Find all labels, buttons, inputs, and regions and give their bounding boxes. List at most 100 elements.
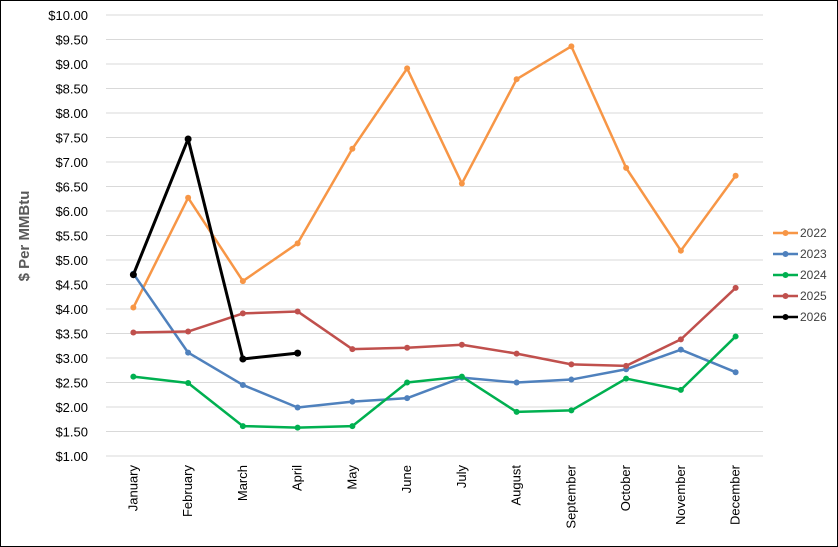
legend-entry: 2023: [773, 247, 827, 261]
legend-marker: [782, 230, 789, 236]
series-2025: [130, 284, 739, 369]
data-point: [513, 350, 520, 357]
x-tick-label: December: [728, 464, 743, 525]
data-point: [184, 135, 192, 143]
series-line: [132, 45, 737, 309]
y-tick-label: $9.00: [55, 57, 88, 72]
x-tick-label: July: [454, 465, 469, 489]
legend-entry: 2025: [773, 289, 827, 303]
series-2023: [130, 270, 739, 411]
y-tick-label: $2.50: [55, 376, 88, 391]
gridlines: [106, 14, 763, 457]
data-point: [185, 349, 192, 356]
data-point: [239, 423, 246, 430]
data-point: [677, 247, 684, 254]
y-tick-label: $7.50: [55, 131, 88, 146]
legend-marker: [782, 293, 789, 299]
y-tick-label: $2.00: [55, 400, 88, 415]
x-tick-label: June: [399, 465, 414, 493]
data-point: [294, 404, 301, 411]
data-point: [568, 407, 575, 414]
data-point: [404, 379, 411, 386]
data-point: [129, 271, 137, 279]
data-point: [623, 375, 630, 382]
y-tick-label: $3.50: [55, 327, 88, 342]
y-tick-label: $9.50: [55, 33, 88, 48]
legend-entry: 2022: [773, 226, 827, 240]
y-axis-title: $ Per MMBtu: [16, 191, 33, 282]
data-point: [404, 395, 411, 402]
data-point: [404, 65, 411, 72]
legend-label: 2024: [800, 268, 827, 282]
legend-marker: [782, 272, 789, 278]
y-tick-label: $5.50: [55, 229, 88, 244]
data-point: [239, 381, 246, 388]
legend-label: 2025: [800, 289, 827, 303]
data-point: [732, 333, 739, 340]
series-line: [132, 273, 737, 409]
data-point: [677, 346, 684, 353]
data-point: [239, 310, 246, 317]
data-point: [458, 341, 465, 348]
data-point: [458, 180, 465, 187]
series-2022: [130, 43, 739, 311]
data-point: [185, 194, 192, 201]
x-tick-label: October: [618, 464, 633, 511]
series-line: [131, 137, 298, 361]
data-point: [349, 145, 356, 152]
y-tick-label: $5.00: [55, 253, 88, 268]
data-point: [513, 408, 520, 415]
data-point: [349, 398, 356, 405]
x-tick-label: November: [673, 464, 688, 525]
y-axis-ticks: $1.00 $1.50 $2.00 $2.50 $3.00 $3.50 $4.00 $4.50…: [48, 8, 88, 464]
y-tick-label: $6.50: [55, 180, 88, 195]
data-point: [623, 164, 630, 171]
data-point: [185, 379, 192, 386]
data-point: [623, 362, 630, 369]
legend-label: 2022: [800, 226, 827, 240]
y-tick-label: $1.00: [55, 449, 88, 464]
x-tick-label: February: [180, 465, 195, 518]
data-point: [677, 336, 684, 343]
data-point: [568, 376, 575, 383]
y-tick-label: $10.00: [48, 8, 88, 23]
series-line: [133, 287, 737, 368]
data-point: [294, 240, 301, 247]
legend-marker: [782, 314, 789, 320]
data-point: [513, 76, 520, 83]
data-point: [677, 386, 684, 393]
data-point: [404, 344, 411, 351]
data-point: [568, 361, 575, 368]
legend-label: 2026: [800, 310, 827, 324]
data-point: [294, 308, 301, 315]
legend: 2022 2023 2024 2025 2026: [773, 226, 827, 324]
x-tick-label: April: [290, 465, 305, 491]
x-tick-label: January: [125, 465, 140, 512]
data-point: [130, 373, 137, 380]
y-tick-label: $4.50: [55, 278, 88, 293]
y-tick-label: $8.50: [55, 82, 88, 97]
data-point: [130, 304, 137, 311]
data-point: [732, 369, 739, 376]
data-point: [513, 379, 520, 386]
data-point: [349, 346, 356, 353]
series-lines: [129, 43, 739, 431]
legend-marker: [782, 251, 789, 257]
y-tick-label: $7.00: [55, 155, 88, 170]
series-2024: [130, 333, 739, 431]
data-point: [294, 424, 301, 431]
data-point: [732, 284, 739, 291]
data-point: [239, 278, 246, 285]
data-point: [294, 349, 302, 357]
data-point: [458, 373, 465, 380]
data-point: [185, 328, 192, 335]
legend-label: 2023: [800, 247, 827, 261]
data-point: [732, 172, 739, 179]
x-tick-label: March: [235, 465, 250, 501]
y-tick-label: $3.00: [55, 351, 88, 366]
legend-entry: 2026: [773, 310, 827, 324]
data-point: [568, 43, 575, 50]
y-tick-label: $4.00: [55, 302, 88, 317]
